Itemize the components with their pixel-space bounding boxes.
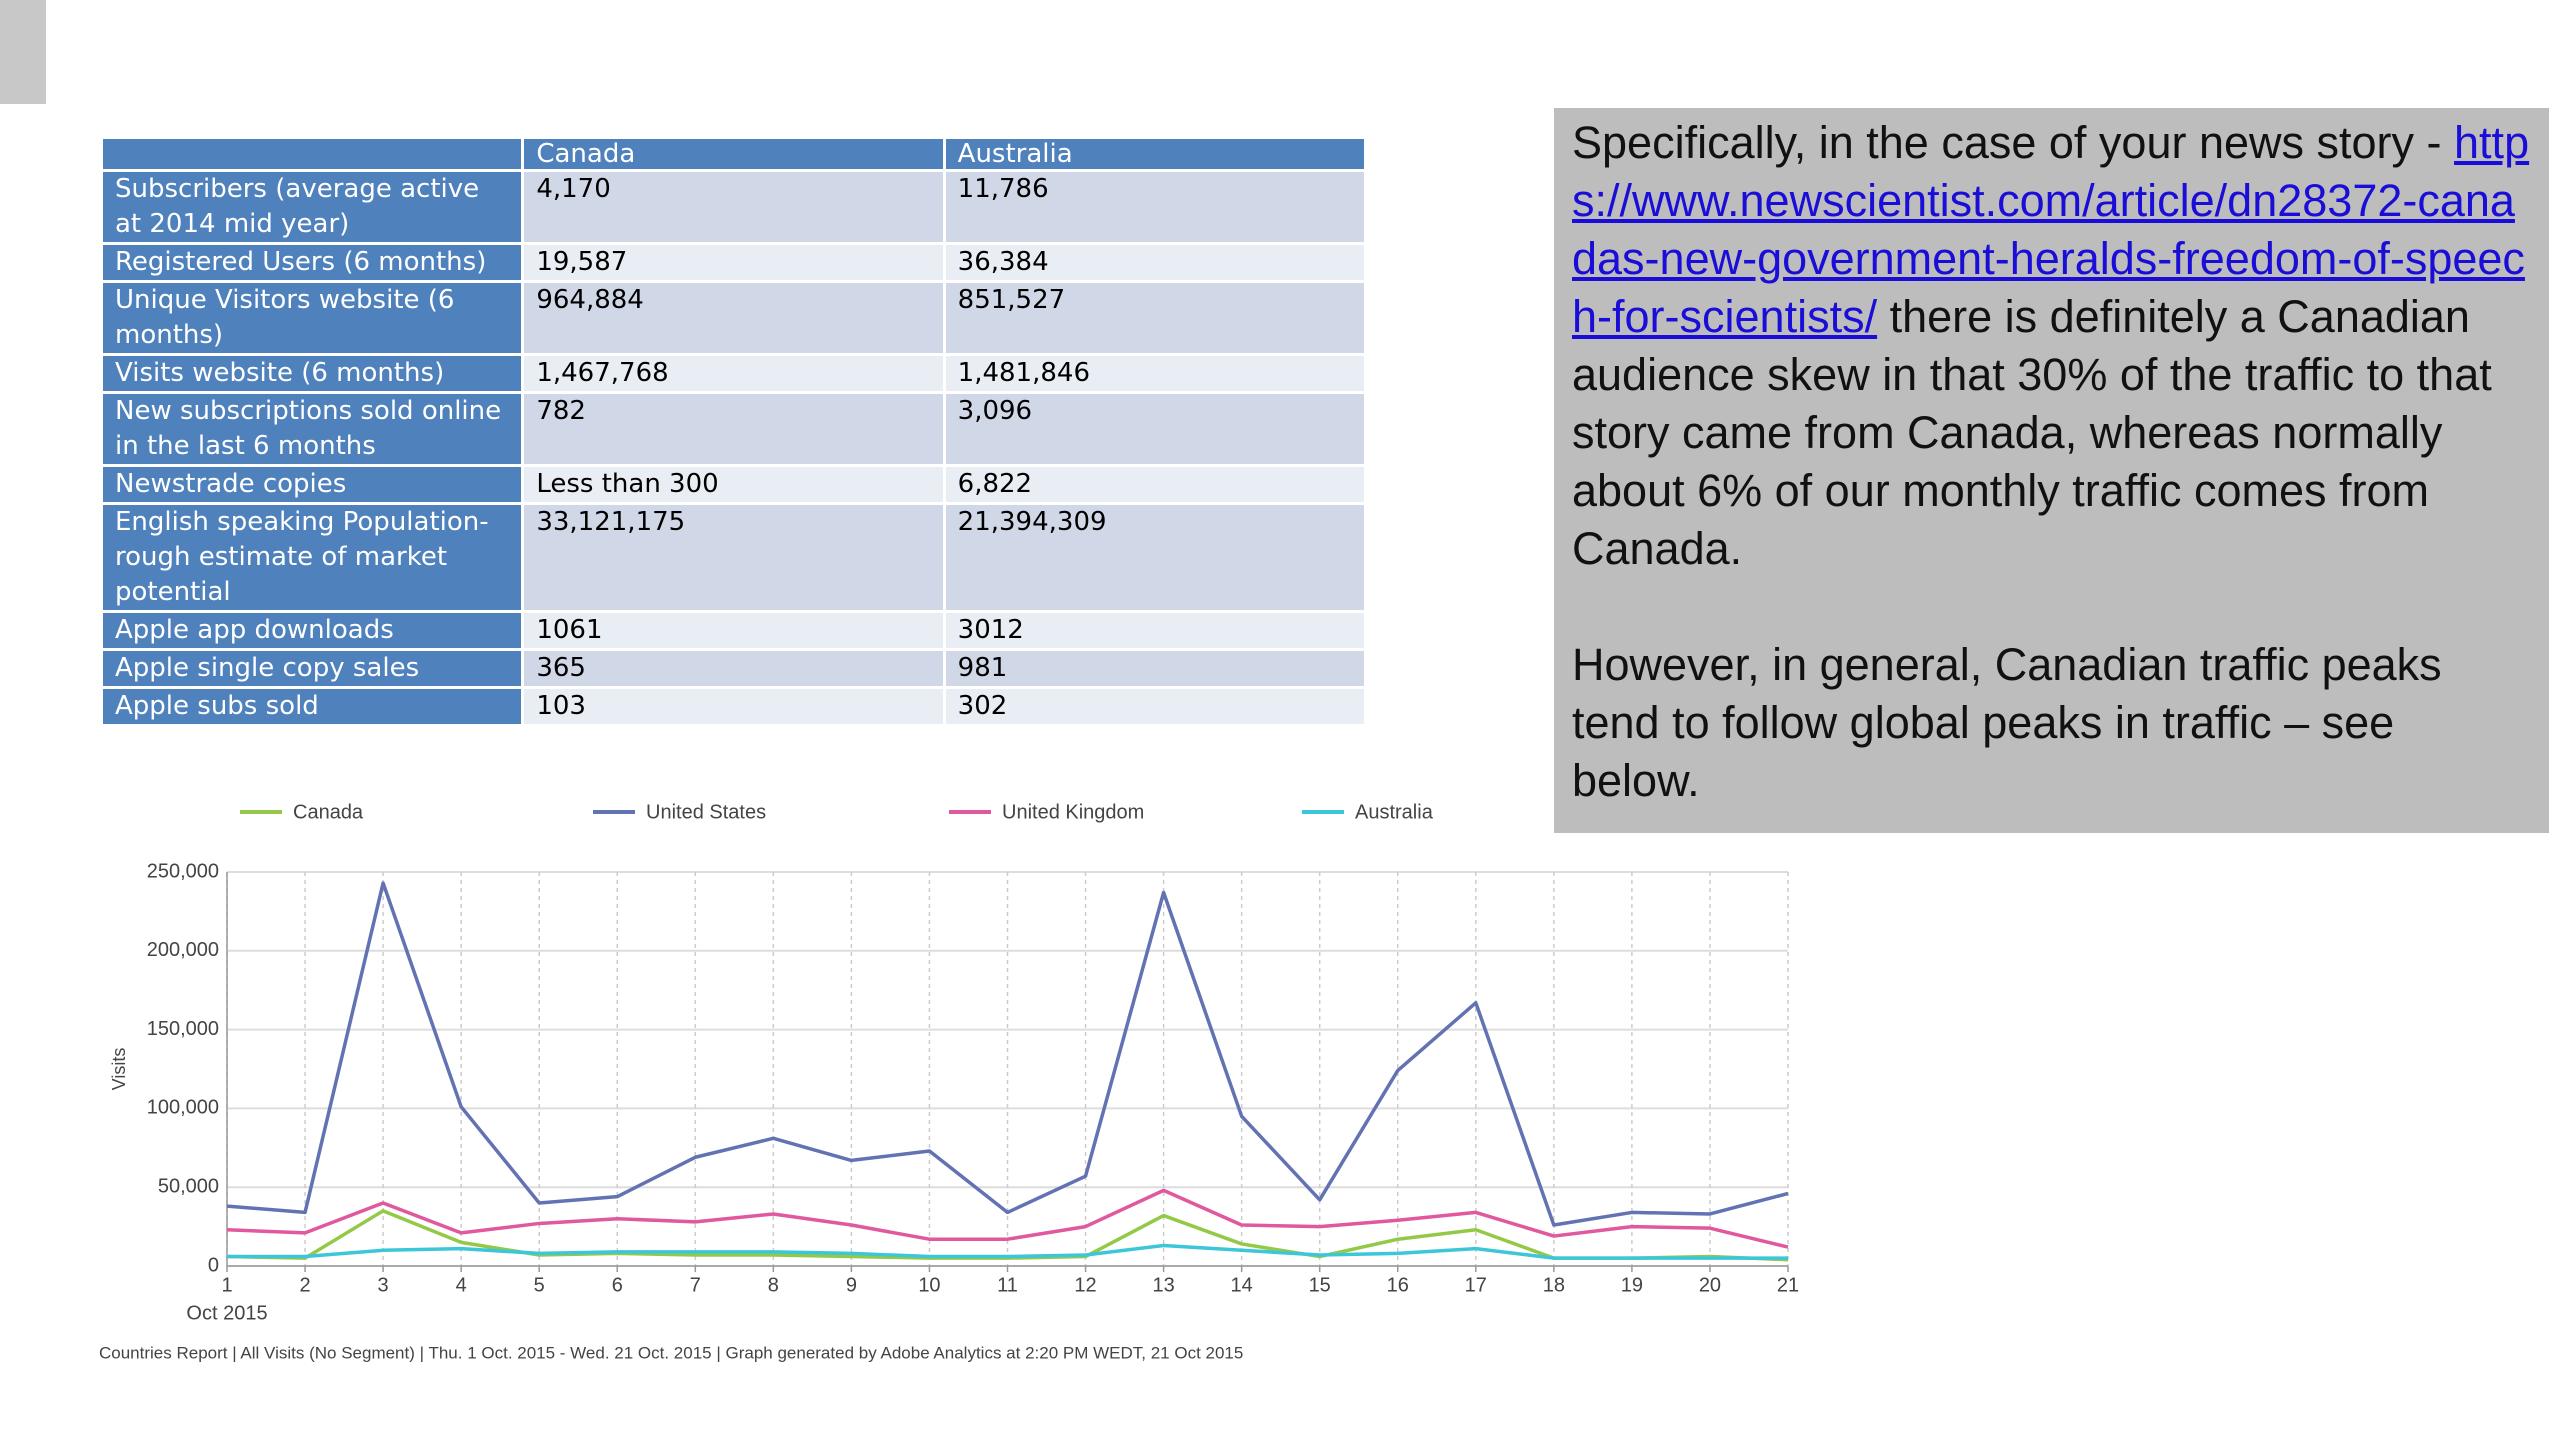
legend-label: Canada [293,801,364,823]
cell: 4,170 [524,172,943,242]
cell: 33,121,175 [524,505,943,610]
cell: 3,096 [945,394,1364,464]
cell: 365 [524,651,943,686]
legend-label: United States [646,801,766,823]
x-tick-label: 18 [1543,1274,1565,1296]
cell: 964,884 [524,283,943,353]
cell: 1,481,846 [945,356,1364,391]
cell: 21,394,309 [945,505,1364,610]
x-tick-label: 21 [1777,1274,1799,1296]
x-tick-label: 9 [846,1274,857,1296]
legend-label: Australia [1355,801,1434,823]
text: Specifically, in the case of your news s… [1572,117,2455,168]
header-cell [103,139,522,169]
paragraph: Specifically, in the case of your news s… [1572,114,2531,578]
table-row: New subscriptions sold online in the las… [103,394,1364,464]
legend-label: United Kingdom [1002,801,1144,823]
x-tick-label: 8 [768,1274,779,1296]
x-tick-label: 20 [1699,1274,1721,1296]
data-table: Canada Australia Subscribers (average act… [100,136,1367,727]
row-label: Newstrade copies [103,467,522,502]
y-tick-label: 200,000 [147,939,219,961]
cell: 3012 [945,613,1364,648]
cell: 11,786 [945,172,1364,242]
cell: 302 [945,689,1364,724]
table-row: Apple single copy sales 365 981 [103,651,1364,686]
cell: 19,587 [524,245,943,280]
x-tick-label: 14 [1231,1274,1253,1296]
table-row: Visits website (6 months) 1,467,768 1,481,… [103,356,1364,391]
x-tick-label: 2 [299,1274,310,1296]
row-label: Apple app downloads [103,613,522,648]
row-label: Apple single copy sales [103,651,522,686]
row-label: Visits website (6 months) [103,356,522,391]
header-cell: Australia [945,139,1364,169]
table-row: Registered Users (6 months) 19,587 36,384 [103,245,1364,280]
table-row: Apple subs sold 103 302 [103,689,1364,724]
row-label: Apple subs sold [103,689,522,724]
x-tick-label: 13 [1152,1274,1174,1296]
table-row: Subscribers (average active at 2014 mid … [103,172,1364,242]
cell: 851,527 [945,283,1364,353]
x-tick-label: 16 [1387,1274,1409,1296]
x-tick-label: 5 [534,1274,545,1296]
x-tick-label: 12 [1074,1274,1096,1296]
cell: 36,384 [945,245,1364,280]
x-tick-label: 3 [378,1274,389,1296]
text: there is definitely a Canadian audience … [1572,291,2492,574]
x-tick-label: 6 [612,1274,623,1296]
cell: 6,822 [945,467,1364,502]
table-row: Newstrade copies Less than 300 6,822 [103,467,1364,502]
corner-block [0,0,46,104]
row-label: New subscriptions sold online in the las… [103,394,522,464]
cell: 1,467,768 [524,356,943,391]
table-row: Apple app downloads 1061 3012 [103,613,1364,648]
y-tick-label: 0 [208,1254,219,1276]
table-row: English speaking Population- rough estim… [103,505,1364,610]
footer: Countries Report | All Visits (No Segmen… [99,1343,1243,1362]
row-label: Registered Users (6 months) [103,245,522,280]
table-row: Unique Visitors website (6 months) 964,88… [103,283,1364,353]
y-tick-label: 100,000 [147,1097,219,1119]
series-line [226,881,1789,1227]
cell: 1061 [524,613,943,648]
y-tick-label: 50,000 [158,1175,219,1197]
paragraph: However, in general, Canadian traffic pe… [1572,639,2442,806]
row-label: Subscribers (average active at 2014 mid … [103,172,522,242]
row-label: Unique Visitors website (6 months) [103,283,522,353]
header-cell: Canada [524,139,943,169]
x-tick-label: 11 [997,1274,1018,1296]
y-tick-label: 250,000 [147,860,219,882]
x-tick-label: 1 [221,1274,232,1296]
link[interactable]: https://www.newscientist.com/article/dn2… [1572,117,2530,342]
cell: 981 [945,651,1364,686]
header-row: Canada Australia [103,139,1364,169]
cell: 782 [524,394,943,464]
cell: Less than 300 [524,467,943,502]
row-label: English speaking Population- rough estim… [103,505,522,610]
series-line [226,1188,1789,1249]
x-tick-label: 10 [918,1274,940,1296]
text-box: Specifically, in the case of your news s… [1554,108,2549,833]
x-axis-label: Oct 2015 [186,1302,267,1324]
y-axis-label: Visits [109,1048,129,1091]
cell: 103 [524,689,943,724]
x-tick-label: 19 [1621,1274,1643,1296]
x-tick-label: 17 [1465,1274,1487,1296]
x-tick-label: 7 [690,1274,701,1296]
x-tick-label: 15 [1309,1274,1331,1296]
x-tick-label: 4 [456,1274,467,1296]
y-tick-label: 150,000 [147,1018,219,1040]
series-line [227,1243,1788,1260]
